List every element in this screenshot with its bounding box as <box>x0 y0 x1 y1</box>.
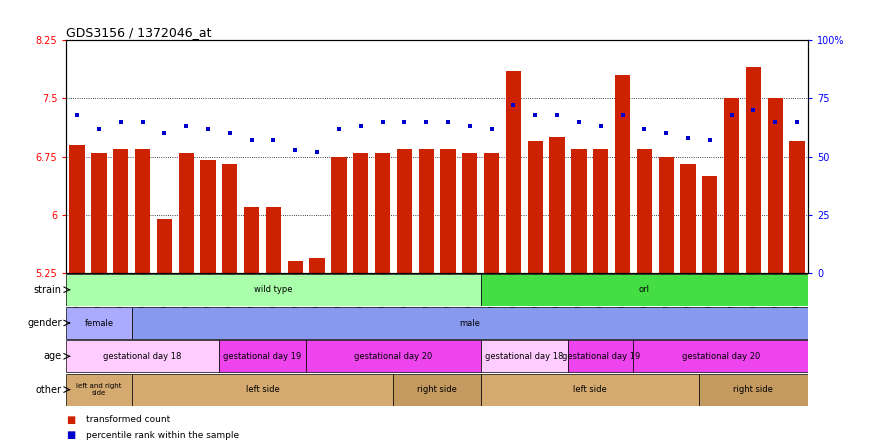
Bar <box>637 149 652 273</box>
Text: left and right
side: left and right side <box>76 383 122 396</box>
Text: gestational day 20: gestational day 20 <box>354 352 433 361</box>
Text: right side: right side <box>417 385 457 394</box>
Bar <box>480 374 698 406</box>
Bar <box>331 157 346 273</box>
Bar <box>219 341 306 372</box>
Text: wild type: wild type <box>254 285 293 294</box>
Bar <box>659 157 674 273</box>
Bar <box>480 274 808 306</box>
Bar <box>506 71 521 273</box>
Bar <box>244 207 260 273</box>
Text: gestational day 18: gestational day 18 <box>103 352 182 361</box>
Bar <box>615 75 630 273</box>
Text: GDS3156 / 1372046_at: GDS3156 / 1372046_at <box>66 26 212 39</box>
Bar <box>724 98 739 273</box>
Text: strain: strain <box>34 285 62 295</box>
Bar <box>306 341 480 372</box>
Text: gestational day 19: gestational day 19 <box>562 352 640 361</box>
Bar <box>702 176 717 273</box>
Bar <box>593 149 608 273</box>
Text: male: male <box>459 318 480 328</box>
Bar <box>353 153 368 273</box>
Text: gestational day 19: gestational day 19 <box>223 352 302 361</box>
Text: female: female <box>85 318 114 328</box>
Bar <box>223 164 238 273</box>
Bar <box>767 98 783 273</box>
Bar <box>789 141 804 273</box>
Bar <box>549 137 565 273</box>
Bar <box>396 149 412 273</box>
Bar <box>266 207 281 273</box>
Bar <box>484 153 499 273</box>
Bar <box>66 274 480 306</box>
Text: other: other <box>36 385 62 395</box>
Bar <box>680 164 696 273</box>
Bar <box>568 341 633 372</box>
Text: percentile rank within the sample: percentile rank within the sample <box>86 431 238 440</box>
Bar <box>746 67 761 273</box>
Bar <box>571 149 586 273</box>
Bar <box>91 153 107 273</box>
Bar <box>178 153 194 273</box>
Text: age: age <box>43 351 62 361</box>
Bar <box>309 258 325 273</box>
Text: right side: right side <box>734 385 774 394</box>
Text: orl: orl <box>638 285 650 294</box>
Bar <box>288 262 303 273</box>
Text: transformed count: transformed count <box>86 415 170 424</box>
Text: gestational day 18: gestational day 18 <box>485 352 563 361</box>
Text: ■: ■ <box>66 415 75 424</box>
Bar <box>528 141 543 273</box>
Bar <box>394 374 480 406</box>
Bar <box>157 219 172 273</box>
Bar <box>462 153 478 273</box>
Bar <box>113 149 128 273</box>
Text: left side: left side <box>245 385 279 394</box>
Bar <box>66 341 219 372</box>
Text: left side: left side <box>573 385 607 394</box>
Bar <box>66 307 132 339</box>
Text: ■: ■ <box>66 430 75 440</box>
Bar <box>66 374 132 406</box>
Bar <box>70 145 85 273</box>
Bar <box>480 341 568 372</box>
Bar <box>375 153 390 273</box>
Bar <box>441 149 456 273</box>
Bar <box>132 374 394 406</box>
Text: gender: gender <box>27 318 62 328</box>
Bar <box>135 149 150 273</box>
Text: gestational day 20: gestational day 20 <box>682 352 759 361</box>
Bar <box>419 149 434 273</box>
Bar <box>633 341 808 372</box>
Bar <box>698 374 808 406</box>
Bar <box>200 160 215 273</box>
